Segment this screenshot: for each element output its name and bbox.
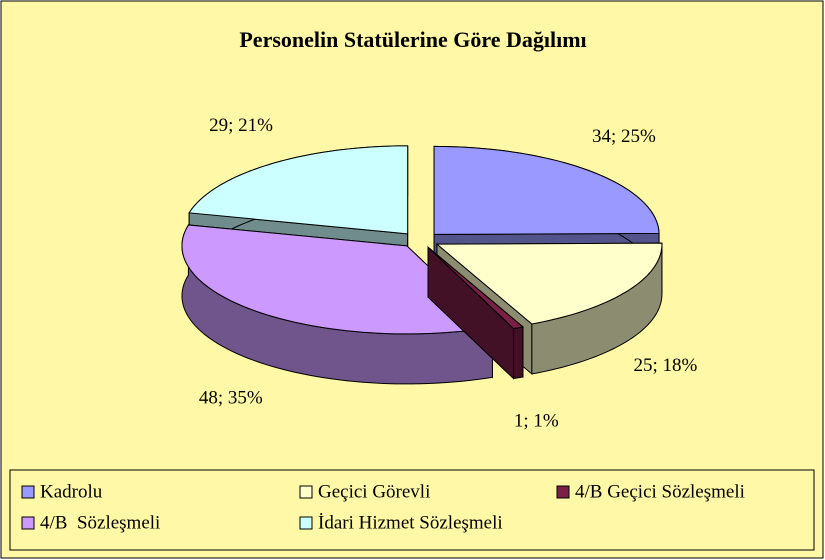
slice (433, 145, 660, 235)
data-label: 29; 21% (209, 115, 273, 136)
slice (427, 246, 525, 330)
legend-swatch (21, 485, 35, 499)
data-label: 25; 18% (633, 355, 697, 376)
legend-swatch (299, 516, 313, 530)
legend-label: 4/B Geçici Sözleşmeli (575, 481, 745, 502)
legend-label: Geçici Görevli (318, 481, 430, 502)
slice (181, 224, 494, 335)
data-label: 48; 35% (199, 388, 263, 409)
data-label: 1; 1% (514, 410, 559, 431)
data-label: 34; 25% (592, 126, 656, 147)
legend-box (9, 469, 815, 551)
legend-label: İdari Hizmet Sözleşmeli (318, 512, 503, 533)
legend-swatch (556, 485, 570, 499)
slice-side (513, 326, 524, 380)
legend-swatch (21, 516, 35, 530)
chart-title: Personelin Statülerine Göre Dağılımı (239, 27, 586, 52)
legend-swatch (299, 485, 313, 499)
slice (435, 242, 663, 325)
legend-label: Kadrolu (40, 481, 103, 502)
legend-label: 4/B Sözleşmeli (40, 512, 160, 533)
slice (188, 145, 409, 235)
